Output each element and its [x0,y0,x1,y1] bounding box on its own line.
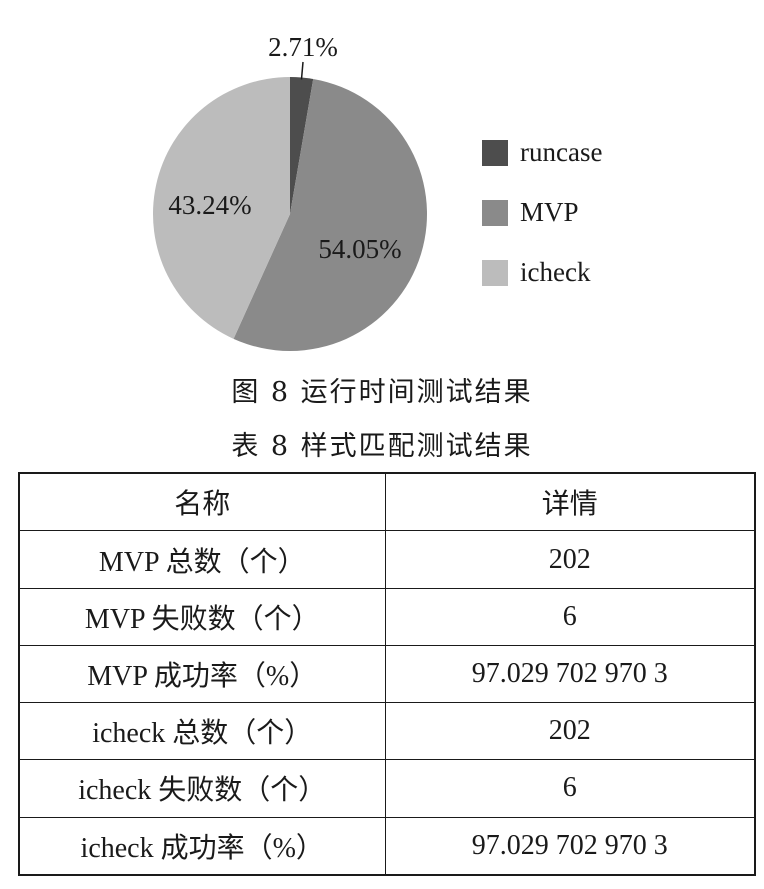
table-cell: 202 [384,702,756,761]
legend-swatch [482,260,508,286]
pie-value-label: 43.24% [168,190,251,220]
legend-label: MVP [520,197,579,227]
table-cell: 6 [384,759,756,818]
legend-label: icheck [520,257,591,287]
pie-chart: 2.71% 54.05% 43.24% [152,32,427,351]
table-cell: MVP 成功率（%） [18,644,386,704]
table-cell: icheck 总数（个） [18,702,386,761]
table-row: MVP 总数（个） 202 [18,530,756,589]
table-row: icheck 成功率（%） 97.029 702 970 3 [18,816,756,876]
pie-slice-mvp [233,78,427,351]
pie-value-label: 54.05% [318,234,401,264]
pie-slice-icheck [152,77,290,339]
table-header-detail: 详情 [384,472,756,532]
leader-line [300,61,304,80]
pie-value-label: 2.71% [268,32,338,62]
table-cell: MVP 总数（个） [18,530,386,589]
table-header-row: 名称 详情 [18,472,756,532]
table-cell: 97.029 702 970 3 [384,644,756,704]
legend-label: runcase [520,137,603,167]
table-cell: 97.029 702 970 3 [384,816,756,876]
table-header-name: 名称 [18,472,386,532]
table-row: MVP 失败数（个） 6 [18,587,756,646]
table-cell: 6 [384,587,756,646]
table-cell: icheck 成功率（%） [18,816,386,876]
table-row: icheck 总数（个） 202 [18,702,756,761]
legend-swatch [482,200,508,226]
legend-swatch [482,140,508,166]
figure-caption: 图 8 运行时间测试结果 [231,377,533,408]
result-table: 名称 详情 MVP 总数（个） 202 MVP 失败数（个） 6 MVP 成功率… [18,472,756,876]
table-row: icheck 失败数（个） 6 [18,759,756,818]
pie-slice-runcase [290,77,314,214]
table-cell: icheck 失败数（个） [18,759,386,818]
table-cell: MVP 失败数（个） [18,587,386,646]
table-cell: 202 [384,530,756,589]
table-row: MVP 成功率（%） 97.029 702 970 3 [18,644,756,704]
table-caption: 表 8 样式匹配测试结果 [231,431,533,462]
